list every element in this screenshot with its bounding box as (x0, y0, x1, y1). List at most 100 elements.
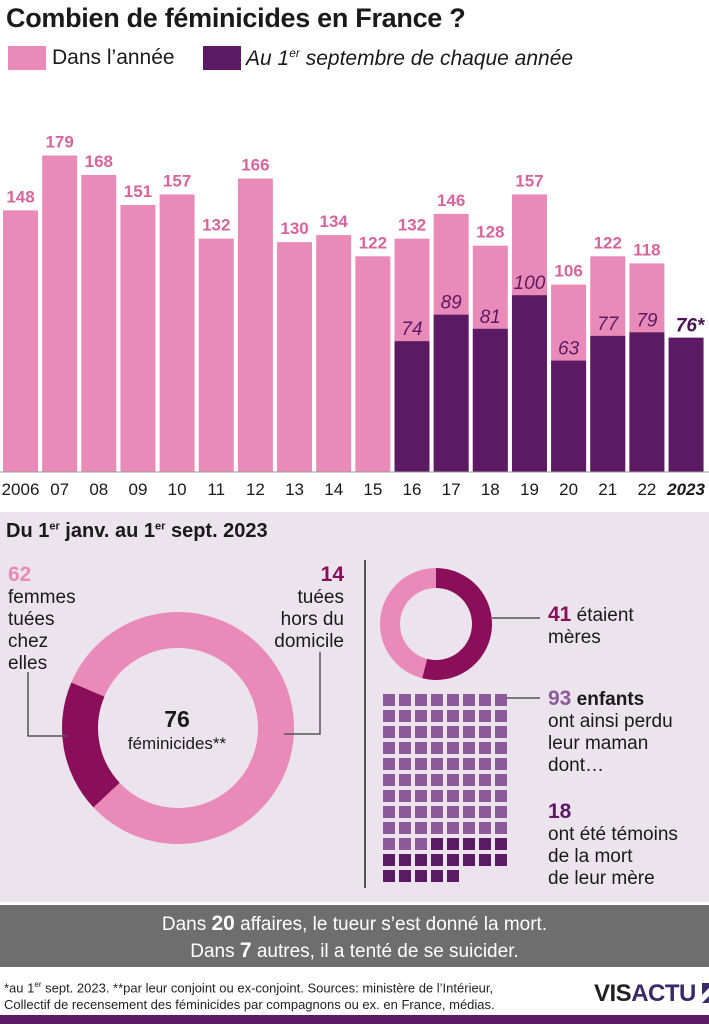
witness-child-square (463, 838, 475, 850)
children-block: 93 enfants ont ainsi perdu leur maman do… (548, 688, 673, 777)
child-square (479, 822, 491, 834)
bar-annual-value-label: 179 (45, 133, 73, 152)
child-square (415, 774, 427, 786)
bar-sept-value-label: 63 (558, 339, 580, 360)
child-square (447, 790, 459, 802)
witnesses-block: 18 ont été témoins de la mort de leur mè… (548, 800, 678, 890)
child-square (495, 742, 507, 754)
legend-label-annual: Dans l’année (52, 46, 175, 69)
outside-victims-line: domicile (274, 631, 344, 652)
footnote-line-1: *au 1er sept. 2023. **par leur conjoint … (4, 980, 494, 996)
child-square (399, 710, 411, 722)
witness-child-square (463, 854, 475, 866)
outside-victims-line: hors du (280, 609, 344, 630)
child-square (431, 742, 443, 754)
bar-annual-value-label: 168 (85, 152, 113, 171)
mothers-block: 41 étaient mères (548, 604, 634, 649)
child-square (463, 742, 475, 754)
child-square (463, 726, 475, 738)
x-tick-label: 09 (128, 480, 147, 499)
bar-sept-value-label: 74 (401, 319, 422, 340)
witness-child-square (495, 854, 507, 866)
witnesses-line: de leur mère (548, 868, 655, 889)
children-bold-word: enfants (576, 689, 645, 710)
bar-annual (3, 210, 38, 472)
bar-annual-value-label: 122 (594, 233, 622, 252)
donut-outside-segment (62, 682, 120, 808)
child-square (383, 694, 395, 706)
bar-sept (629, 332, 665, 472)
total-femicides-label: féminicides** (127, 734, 227, 753)
bar-annual-value-label: 106 (554, 262, 582, 281)
child-square (447, 694, 459, 706)
witness-child-square (495, 838, 507, 850)
child-square (463, 694, 475, 706)
bar-annual-value-label: 148 (6, 187, 34, 206)
child-square (479, 742, 491, 754)
visactu-logo-icon (702, 983, 709, 1003)
bar-sept (551, 360, 587, 472)
x-tick-label: 11 (207, 480, 225, 499)
footnote-line-2: Collectif de recensement des féminicides… (4, 997, 495, 1013)
bar-sept-value-label: 89 (441, 293, 463, 314)
child-square (383, 726, 395, 738)
child-square (463, 774, 475, 786)
x-tick-label: 15 (363, 480, 382, 499)
x-tick-label: 20 (559, 480, 578, 499)
mothers-text-line: mères (548, 627, 601, 648)
home-victims-line: elles (8, 653, 48, 674)
mothers-number: 41 (548, 603, 572, 626)
child-square (415, 694, 427, 706)
bar-sept (590, 335, 626, 472)
bar-annual (277, 242, 313, 472)
vertical-divider (364, 560, 366, 888)
x-tick-label: 16 (403, 480, 422, 499)
child-square (447, 774, 459, 786)
child-square (399, 758, 411, 770)
legend-label-sept: Au 1er septembre de chaque année (246, 46, 574, 70)
child-square (431, 790, 443, 802)
bar-annual-value-label: 128 (476, 223, 504, 242)
x-tick-label: 10 (168, 480, 187, 499)
mothers-donut-value-segment (422, 568, 493, 680)
child-square (431, 822, 443, 834)
child-square (415, 726, 427, 738)
child-square (447, 710, 459, 722)
child-square (463, 822, 475, 834)
witnesses-number: 18 (548, 800, 572, 823)
x-tick-label: 14 (324, 480, 343, 499)
legend-swatch-annual (8, 46, 46, 70)
bar-annual (237, 178, 273, 472)
bar-annual (42, 155, 78, 472)
witness-child-square (431, 870, 443, 882)
child-square (479, 758, 491, 770)
child-square (383, 838, 395, 850)
witness-child-square (399, 854, 411, 866)
bar-annual-value-label: 118 (633, 240, 660, 259)
witness-child-square (447, 854, 459, 866)
x-tick-label: 2006 (2, 480, 40, 499)
witness-child-square (479, 854, 491, 866)
bar-annual (81, 174, 117, 472)
bar-sept-value-label: 76* (676, 316, 706, 337)
child-square (479, 710, 491, 722)
panel-graphics (27, 568, 540, 882)
bar-annual (316, 235, 352, 472)
bar-annual-value-label: 122 (359, 233, 387, 252)
child-square (383, 806, 395, 818)
child-square (431, 806, 443, 818)
x-tick-label: 13 (285, 480, 304, 499)
child-square (463, 758, 475, 770)
bar-sept (394, 341, 430, 472)
witness-child-square (479, 838, 491, 850)
child-square (399, 822, 411, 834)
banner-line-1: Dans 20 affaires, le tueur s’est donné l… (161, 912, 548, 935)
bar-annual (120, 205, 156, 473)
child-square (383, 710, 395, 722)
child-square (463, 790, 475, 802)
children-line: dont… (548, 755, 604, 776)
child-square (383, 822, 395, 834)
x-tick-label: 12 (246, 480, 265, 499)
child-square (495, 710, 507, 722)
child-square (495, 774, 507, 786)
